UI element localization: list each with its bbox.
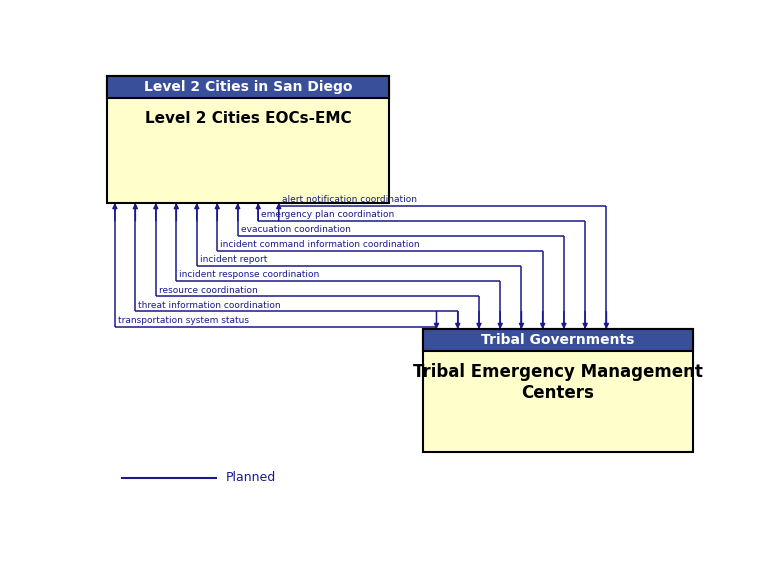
Text: Planned: Planned (226, 471, 276, 484)
Bar (423, 329, 693, 452)
Text: Tribal Governments: Tribal Governments (481, 333, 634, 347)
Text: evacuation coordination: evacuation coordination (241, 225, 351, 234)
Text: resource coordination: resource coordination (159, 286, 258, 295)
Text: threat information coordination: threat information coordination (139, 301, 281, 310)
Text: incident response coordination: incident response coordination (179, 270, 319, 279)
Text: Level 2 Cities EOCs-EMC: Level 2 Cities EOCs-EMC (145, 111, 352, 126)
Bar (107, 76, 389, 98)
Text: transportation system status: transportation system status (118, 316, 249, 325)
Bar (107, 76, 389, 204)
Bar (107, 76, 389, 98)
Text: Level 2 Cities in San Diego: Level 2 Cities in San Diego (144, 80, 352, 94)
Text: incident report: incident report (200, 255, 267, 264)
Bar (423, 329, 693, 351)
Text: emergency plan coordination: emergency plan coordination (262, 210, 395, 219)
Bar (423, 329, 693, 351)
Text: incident command information coordination: incident command information coordinatio… (220, 240, 420, 249)
Text: alert notification coordination: alert notification coordination (282, 195, 417, 204)
Text: Tribal Emergency Management
Centers: Tribal Emergency Management Centers (413, 363, 702, 402)
